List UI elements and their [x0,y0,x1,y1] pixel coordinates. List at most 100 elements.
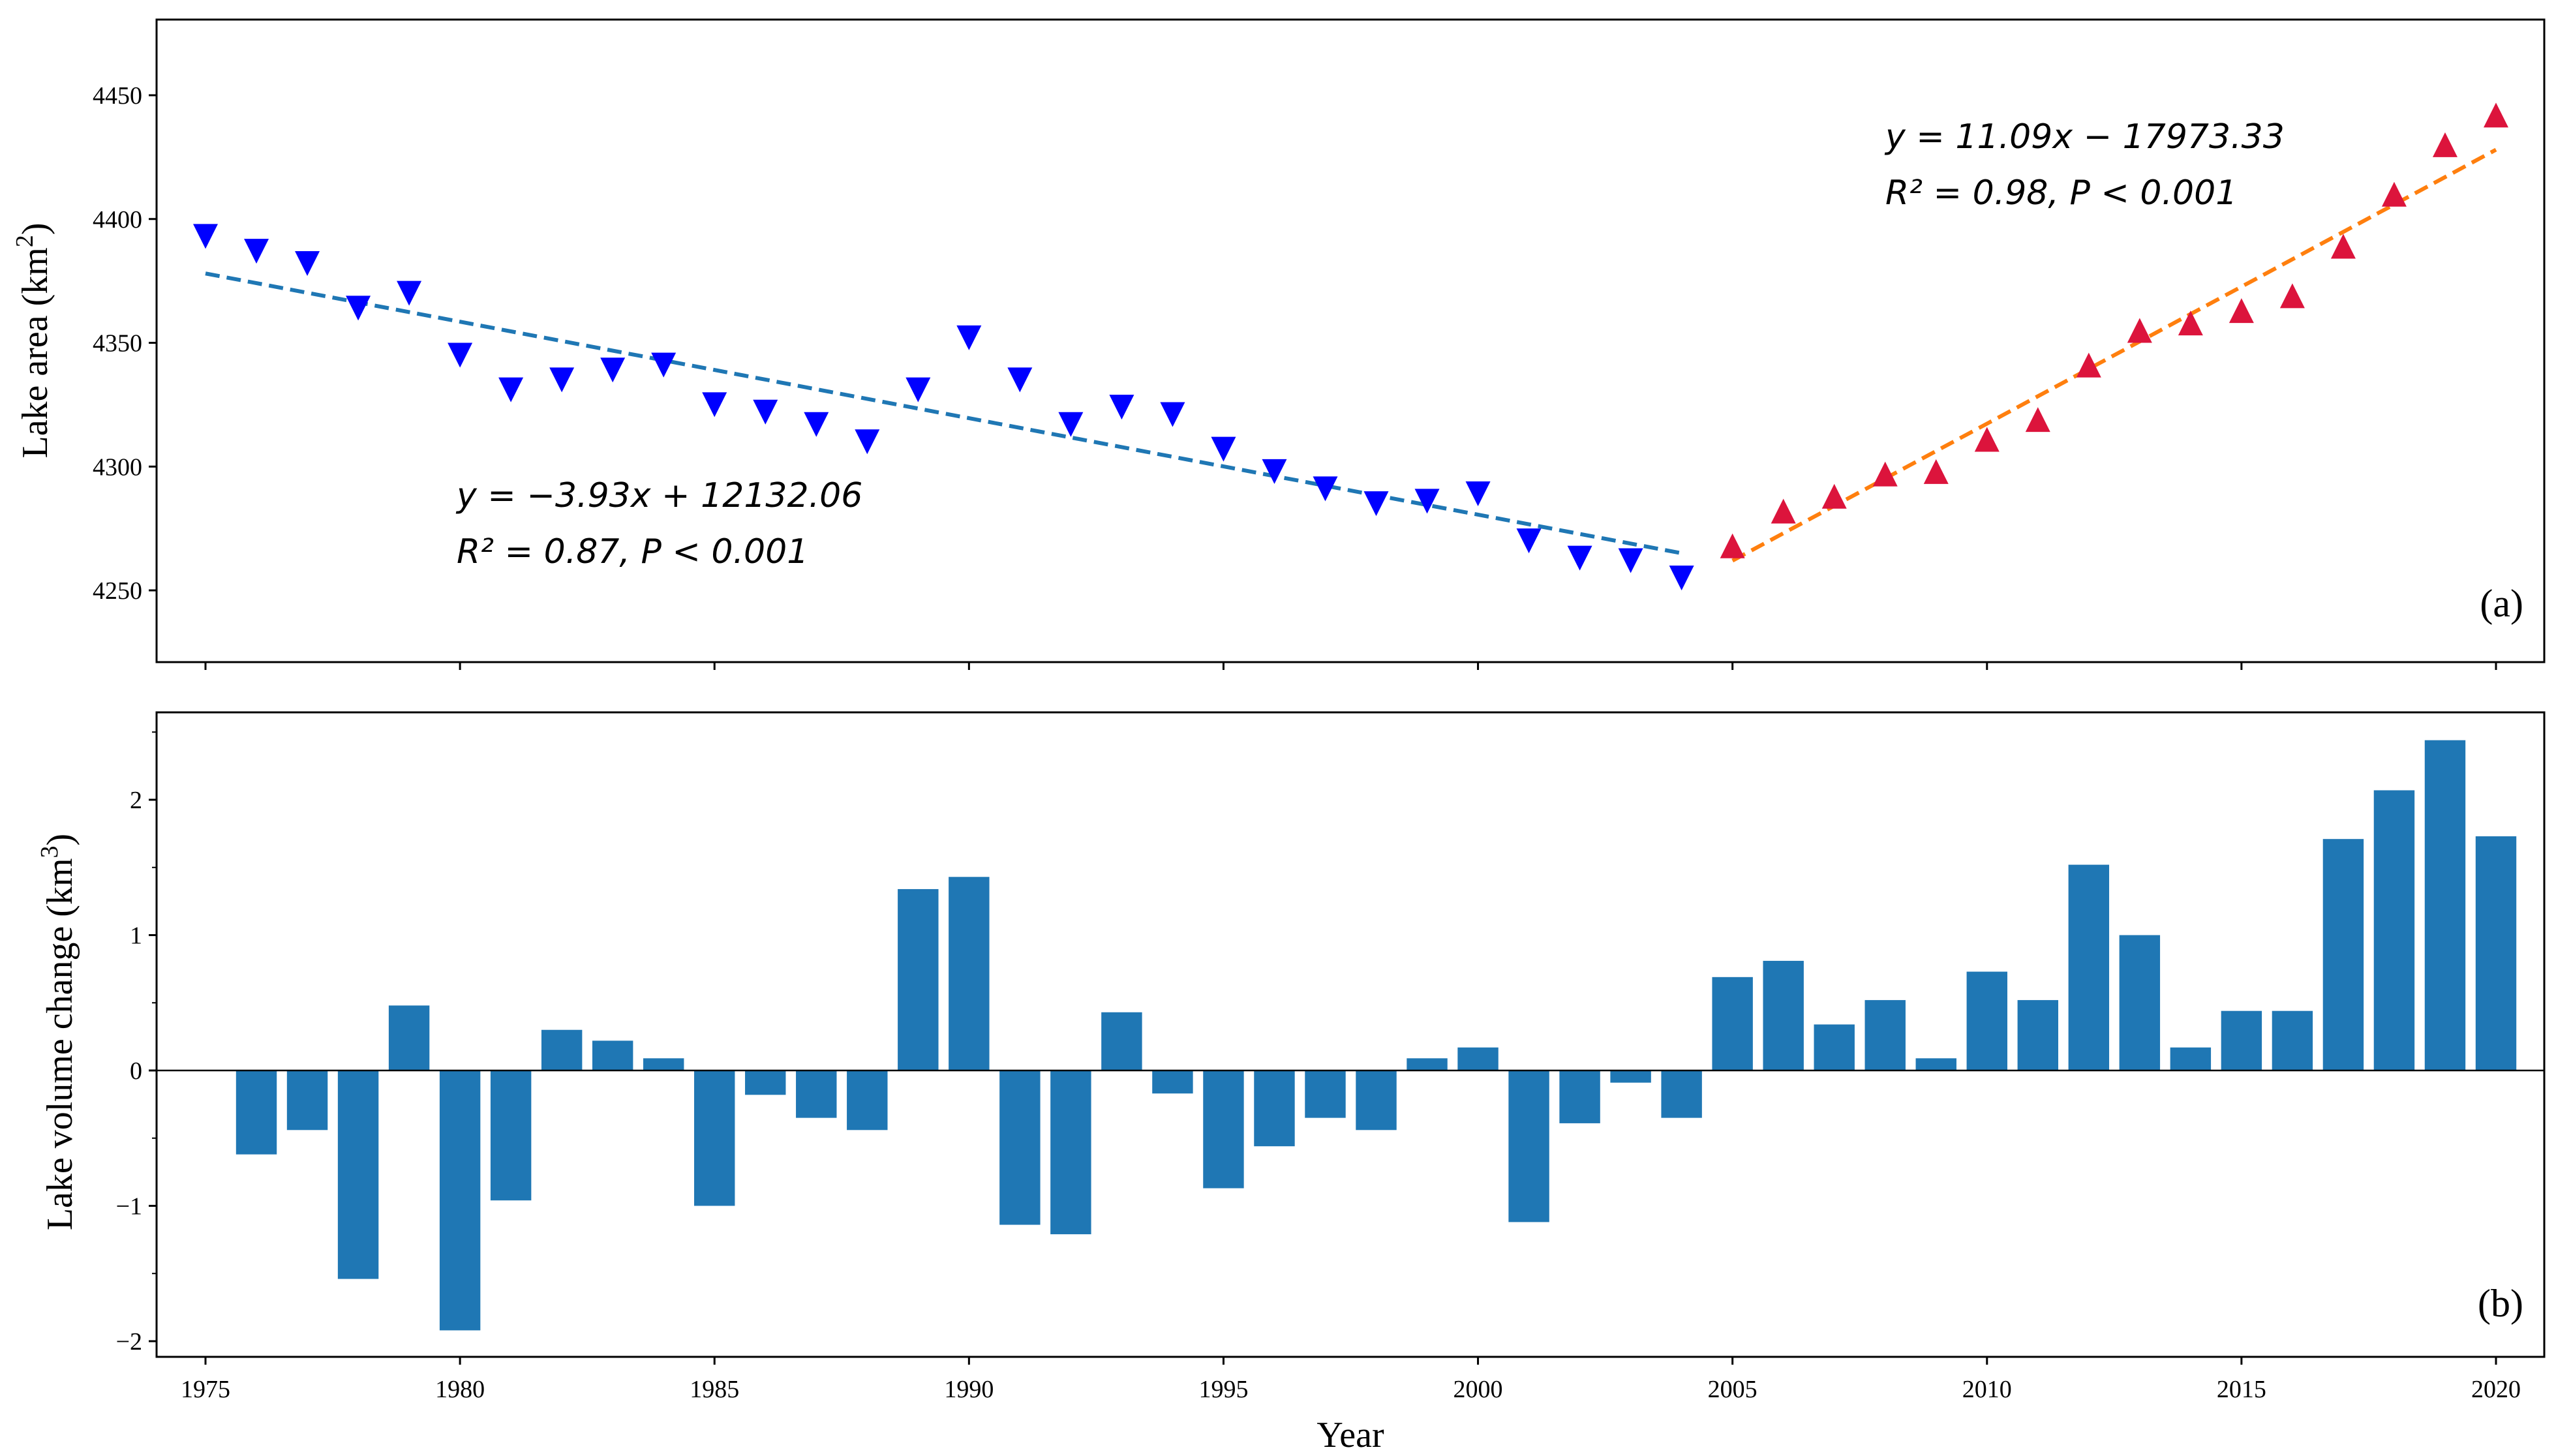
scatter-point-2002 [1567,545,1592,571]
bar-2016 [2272,1010,2313,1070]
scatter-point-1992 [1058,412,1084,437]
bar-1998 [1356,1070,1397,1130]
panel-b-y-tick-label: 0 [130,1057,142,1085]
bar-2019 [2424,740,2466,1070]
scatter-point-1980 [448,342,473,368]
bar-2010 [1966,971,2007,1070]
x-axis-label: Year [1316,1415,1384,1455]
panel-a-y-tick-label: 4300 [93,453,142,481]
scatter-point-1990 [956,325,982,350]
bar-2000 [1457,1047,1499,1070]
scatter-point-2016 [2279,283,2305,309]
bar-1979 [388,1005,430,1070]
scatter-point-1982 [549,367,575,393]
panel-a-y-tick-label: 4350 [93,330,142,357]
bar-1980 [439,1070,481,1331]
bar-2017 [2322,839,2364,1070]
bar-1981 [490,1070,532,1201]
panel-a-y-tick-label: 4250 [93,577,142,605]
panel-b-y-axis-label: Lake volume change (km3) [36,834,80,1230]
scatter-point-2006 [1771,498,1796,524]
panel-a-label: (a) [2480,582,2523,625]
scatter-point-2004 [1669,566,1694,591]
bar-2013 [2119,935,2161,1070]
scatter-point-1989 [905,377,931,402]
scatter-point-2020 [2484,102,2508,128]
bar-1976 [236,1070,277,1155]
trend-line-fit-2005-2020 [1731,147,2497,563]
bar-2015 [2221,1010,2262,1070]
panel-a-y-axis-label: Lake area (km2) [11,223,55,459]
bar-2011 [2017,1000,2059,1070]
x-tick-label: 1980 [435,1376,485,1403]
scatter-point-2014 [2178,311,2203,336]
bar-2006 [1763,960,1804,1070]
panel-a-lake-area: 4250 4300 4350 4400 4450 Lake area (km2) y =… [11,18,2546,670]
scatter-point-1999 [1414,489,1440,514]
panel-b-volume-change: −2 −1 0 1 2 1975 1980 1985 1990 1995 2000 2005 2010… [36,711,2546,1455]
bar-1997 [1305,1070,1346,1118]
scatter-point-2019 [2432,132,2457,157]
bar-1986 [745,1070,786,1095]
scatter-point-1987 [804,412,829,437]
scatter-point-2003 [1618,548,1643,573]
scatter-point-2011 [2025,407,2050,432]
panel-b-y-ticks: −2 −1 0 1 2 [116,731,157,1356]
scatter-point-1988 [855,429,880,455]
bar-1985 [694,1070,735,1206]
panel-b-y-tick-label: −2 [116,1328,142,1356]
panel-b-y-tick-label: −1 [116,1193,142,1221]
scatter-point-2015 [2229,298,2254,324]
bar-2009 [1915,1058,1956,1070]
scatter-point-2005 [1720,533,1745,558]
bar-2001 [1508,1070,1549,1222]
panel-b-marks [157,740,2544,1331]
panel-a-marks [193,102,2508,591]
scatter-point-1998 [1363,491,1389,517]
scatter-point-1983 [600,357,626,383]
scatter-point-2018 [2381,181,2407,207]
bar-1988 [847,1070,888,1130]
x-tick-label: 1990 [944,1376,994,1403]
panel-a-y-tick-label: 4400 [93,206,142,234]
panel-b-y-tick-label: 2 [130,787,142,814]
scatter-point-1993 [1109,395,1134,420]
scatter-point-2001 [1516,528,1542,554]
panel-b-label: (b) [2478,1282,2523,1325]
trend-stats-1975-2004: R² = 0.87, P < 0.001 [457,532,808,571]
scatter-point-2017 [2330,234,2356,259]
bar-2014 [2170,1047,2212,1070]
bar-1978 [337,1070,379,1279]
bar-1996 [1254,1070,1295,1147]
bar-2005 [1712,977,1753,1070]
scatter-point-1997 [1313,476,1338,502]
bar-1987 [796,1070,837,1118]
bar-1982 [541,1029,583,1070]
scatter-point-1984 [651,352,677,378]
bar-1993 [1101,1012,1142,1070]
bar-2004 [1661,1070,1702,1118]
scatter-point-2000 [1465,481,1491,506]
bar-2018 [2373,790,2415,1070]
bar-1994 [1152,1070,1193,1094]
scatter-point-1994 [1160,402,1185,427]
scatter-point-1995 [1211,436,1236,462]
scatter-point-1975 [193,224,218,249]
bar-2002 [1559,1070,1600,1123]
bar-1983 [592,1040,633,1070]
panel-a-y-tick-label: 4450 [93,82,142,110]
bar-1999 [1407,1058,1448,1070]
panel-a-y-ticks: 4250 4300 4350 4400 4450 [93,82,157,605]
bar-1984 [643,1058,684,1070]
panel-a-frame [155,18,2546,663]
scatter-point-2010 [1974,427,2000,452]
bar-2003 [1610,1070,1651,1083]
scatter-point-1979 [397,281,422,306]
bar-1991 [999,1070,1041,1225]
x-tick-label: 2005 [1708,1376,1757,1403]
x-tick-label: 1985 [690,1376,739,1403]
scatter-point-1996 [1262,459,1287,484]
scatter-point-1976 [244,239,269,264]
